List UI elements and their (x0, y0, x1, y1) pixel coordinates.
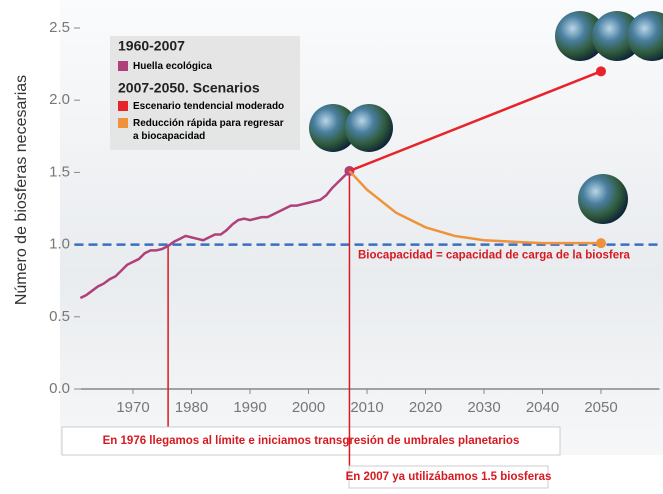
y-tick-label: 2.5 (49, 19, 70, 36)
legend-item: Huella ecológica (133, 60, 293, 90)
x-tick-label: 2040 (526, 399, 559, 416)
y-tick-label: 1.0 (49, 236, 70, 253)
biocapacity-label: Biocapacidad = capacidad de carga de la … (358, 250, 631, 262)
y-tick-label: 1.5 (49, 163, 70, 180)
end-marker (596, 66, 606, 76)
legend-swatch (118, 101, 128, 111)
x-tick-label: 2030 (467, 399, 500, 416)
y-axis-label: Número de biosferas necesarias (13, 75, 30, 305)
x-tick-label: 2050 (584, 399, 617, 416)
legend-label: Huella ecológica (133, 60, 291, 73)
annotation-text: En 1976 llegamos al límite e iniciamos t… (103, 435, 520, 447)
legend-item: Reducción rápida para regresar a biocapa… (133, 117, 293, 147)
legend-label: Escenario tendencial moderado (133, 100, 291, 113)
legend-heading: 1960-2007 (118, 38, 185, 54)
x-tick-label: 2010 (350, 399, 383, 416)
x-tick-label: 1970 (116, 399, 149, 416)
x-tick-label: 1990 (233, 399, 266, 416)
x-tick-label: 2020 (409, 399, 442, 416)
x-tick-label: 1980 (175, 399, 208, 416)
legend-swatch (118, 118, 128, 128)
x-tick-label: 2000 (292, 399, 325, 416)
y-tick-label: 0.0 (49, 380, 70, 397)
annotation-text: En 2007 ya utilizábamos 1.5 biosferas (346, 471, 552, 483)
legend-label: Reducción rápida para regresar a biocapa… (133, 117, 291, 143)
y-tick-label: 2.0 (49, 91, 70, 108)
y-tick-label: 0.5 (49, 308, 70, 325)
chart: Número de biosferas necesarias 1960-2007… (0, 0, 663, 489)
legend-swatch (118, 61, 128, 71)
end-marker (596, 238, 606, 248)
